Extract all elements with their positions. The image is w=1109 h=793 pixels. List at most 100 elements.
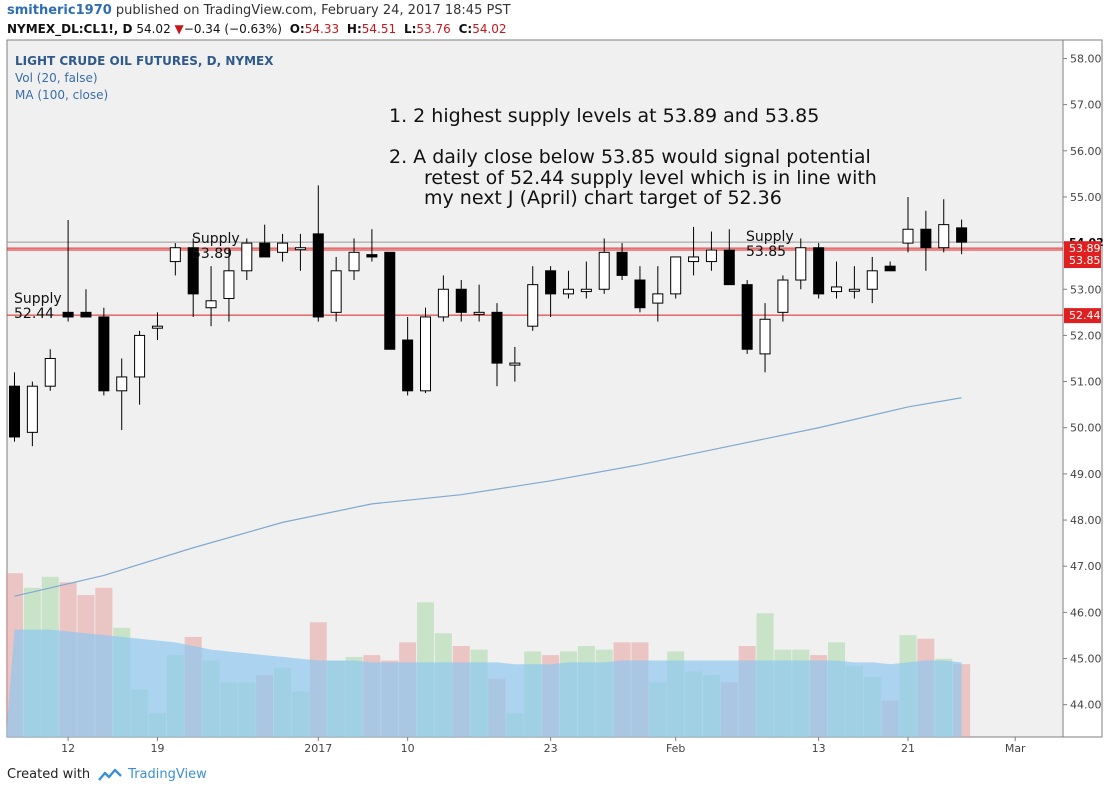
publish-info: published on TradingView.com, February 2… bbox=[115, 3, 511, 18]
volume-ma-area bbox=[6, 629, 962, 737]
candle-body bbox=[491, 311, 503, 364]
candle-body bbox=[259, 242, 271, 258]
x-tick-label: 10 bbox=[401, 742, 415, 755]
candle-body bbox=[509, 362, 521, 366]
candle-body bbox=[956, 227, 968, 243]
ma-100-line bbox=[14, 397, 962, 597]
candle-body bbox=[455, 288, 467, 313]
low-label: L: bbox=[403, 22, 417, 36]
y-tick-label: 53.00 bbox=[1070, 283, 1102, 296]
candle-body bbox=[169, 247, 181, 263]
symbol-label: NYMEX_DL:CL1!, D bbox=[7, 22, 133, 36]
y-tick-label: 44.00 bbox=[1070, 699, 1102, 712]
y-tick-label: 50.00 bbox=[1070, 422, 1102, 435]
candle-body bbox=[670, 256, 682, 295]
y-tick-label: 45.00 bbox=[1070, 653, 1102, 666]
low-value: 53.76 bbox=[416, 22, 451, 36]
plot-background bbox=[7, 40, 1063, 737]
candle-body bbox=[80, 311, 92, 318]
candle-body bbox=[848, 288, 860, 292]
candle-body bbox=[759, 318, 771, 355]
candle-body bbox=[26, 385, 38, 433]
candle-body bbox=[580, 288, 592, 293]
tradingview-link[interactable]: TradingView bbox=[128, 767, 207, 782]
candle-body bbox=[723, 249, 735, 286]
candle-body bbox=[384, 251, 396, 350]
candle-body bbox=[473, 311, 485, 315]
down-triangle-icon: ▼ bbox=[174, 22, 184, 36]
x-tick-label: 23 bbox=[544, 742, 558, 755]
supply-annotation-title: Supply bbox=[192, 231, 240, 247]
candle-body bbox=[205, 300, 217, 309]
chart-note: 2. A daily close below 53.85 would signa… bbox=[389, 146, 871, 168]
x-tick-label: 2017 bbox=[304, 742, 332, 755]
candle-body bbox=[348, 251, 360, 272]
created-with-label: Created with bbox=[7, 767, 91, 782]
candle-body bbox=[688, 256, 700, 263]
candle-body bbox=[598, 251, 610, 290]
open-value: 54.33 bbox=[304, 22, 340, 36]
supply-annotation-value: 53.89 bbox=[192, 246, 232, 262]
candle-body bbox=[741, 284, 753, 350]
candle-body bbox=[330, 270, 342, 313]
price-change: −0.34 (−0.63%) bbox=[183, 22, 282, 36]
supply-annotation-value: 52.44 bbox=[14, 306, 54, 322]
legend-entry: LIGHT CRUDE OIL FUTURES, D, NYMEX bbox=[15, 54, 274, 68]
supply-annotation-value: 53.85 bbox=[746, 244, 786, 260]
candle-body bbox=[866, 270, 878, 290]
supply-price-tag-bg bbox=[1064, 253, 1101, 269]
supply-annotation-title: Supply bbox=[746, 229, 794, 245]
candle-body bbox=[366, 254, 378, 258]
high-value: 54.51 bbox=[361, 22, 397, 36]
last-price: 54.02 bbox=[136, 22, 171, 36]
close-value: 54.02 bbox=[472, 22, 507, 36]
y-tick-label: 47.00 bbox=[1070, 560, 1102, 573]
x-tick-label: Mar bbox=[1005, 742, 1026, 755]
y-tick-label: 49.00 bbox=[1070, 468, 1102, 481]
candle-body bbox=[652, 293, 664, 304]
legend-entry: MA (100, close) bbox=[15, 88, 108, 102]
supply-price-tag-bg bbox=[1064, 308, 1101, 324]
candle-body bbox=[545, 270, 557, 295]
x-tick-label: 19 bbox=[150, 742, 164, 755]
x-tick-label: Feb bbox=[666, 742, 685, 755]
y-tick-label: 55.00 bbox=[1070, 191, 1102, 204]
candle-body bbox=[938, 224, 950, 249]
candle-body bbox=[294, 247, 306, 251]
publish-header: smitheric1970 published on TradingView.c… bbox=[7, 3, 511, 18]
chart-note: 1. 2 highest supply levels at 53.89 and … bbox=[389, 105, 819, 127]
x-tick-label: 21 bbox=[901, 742, 915, 755]
y-tick-label: 57.00 bbox=[1070, 99, 1102, 112]
candle-body bbox=[831, 286, 843, 293]
candle-body bbox=[62, 311, 74, 318]
candle-body bbox=[705, 249, 717, 263]
candle-body bbox=[795, 247, 807, 281]
y-tick-label: 46.00 bbox=[1070, 606, 1102, 619]
candle-body bbox=[616, 251, 628, 276]
candle-body bbox=[312, 233, 324, 318]
candle-body bbox=[241, 242, 253, 272]
candle-body bbox=[187, 247, 199, 295]
chart-note: retest of 52.44 supply level which is in… bbox=[424, 167, 877, 189]
supply-price-tag: 52.44 bbox=[1069, 309, 1101, 322]
close-label: C: bbox=[458, 22, 473, 36]
candle-body bbox=[562, 288, 574, 295]
candle-body bbox=[527, 284, 539, 327]
supply-price-tag-bg bbox=[1064, 241, 1101, 257]
author-link[interactable]: smitheric1970 bbox=[7, 3, 112, 18]
chart-note: my next J (April) chart target of 52.36 bbox=[424, 187, 782, 209]
supply-price-tag: 53.89 bbox=[1069, 242, 1101, 255]
high-label: H: bbox=[346, 22, 362, 36]
legend-entry: Vol (20, false) bbox=[15, 71, 98, 85]
y-tick-label: 56.00 bbox=[1070, 145, 1102, 158]
x-tick-label: 12 bbox=[61, 742, 75, 755]
candle-body bbox=[437, 288, 449, 318]
candle-body bbox=[151, 325, 163, 329]
y-tick-label: 48.00 bbox=[1070, 514, 1102, 527]
candle-body bbox=[98, 316, 110, 392]
tradingview-logo-icon bbox=[98, 768, 123, 781]
symbol-info: NYMEX_DL:CL1!, D 54.02 ▼−0.34 (−0.63%) O… bbox=[7, 22, 507, 36]
candle-body bbox=[884, 265, 896, 272]
open-label: O: bbox=[289, 22, 305, 36]
